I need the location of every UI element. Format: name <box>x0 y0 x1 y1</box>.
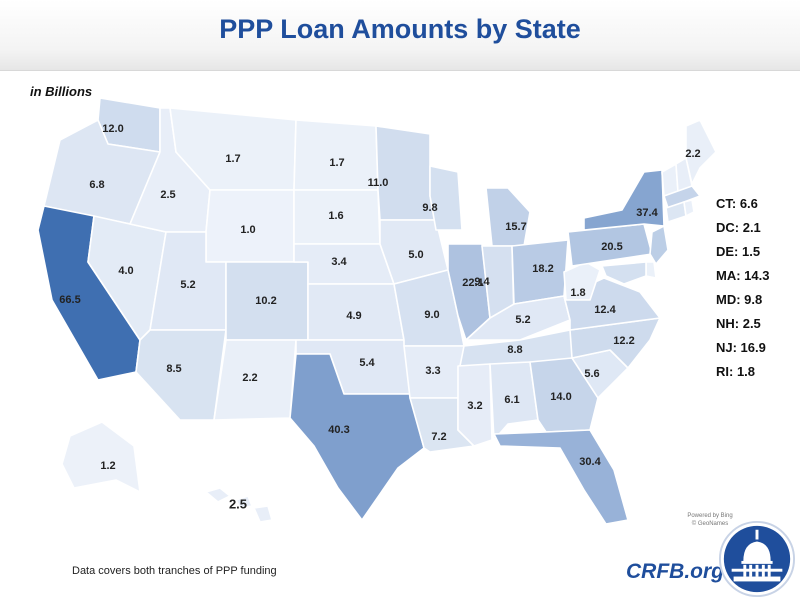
state-value-ne: 3.4 <box>331 256 347 268</box>
state-az <box>135 329 227 421</box>
state-value-sd: 1.6 <box>328 210 343 222</box>
unit-label: in Billions <box>30 84 93 99</box>
state-tx <box>289 353 425 521</box>
small-state-list: CT: 6.6 DC: 2.1 DE: 1.5 MA: 14.3 MD: 9.8 NH: … <box>716 192 769 384</box>
state-value-wi: 9.8 <box>422 202 437 214</box>
state-value-il: 22.1 <box>462 277 483 289</box>
state-value-ut: 5.2 <box>180 279 195 291</box>
state-wi <box>429 165 463 231</box>
state-value-ca: 66.5 <box>59 294 80 306</box>
state-ak <box>61 421 141 493</box>
state-value-oh: 18.2 <box>532 263 553 275</box>
state-md <box>601 261 647 285</box>
state-ma <box>663 185 701 209</box>
state-value-la: 7.2 <box>431 431 446 443</box>
state-nd <box>293 119 379 191</box>
title-bar: PPP Loan Amounts by State <box>0 0 800 71</box>
small-state-entry: DC: 2.1 <box>716 220 761 235</box>
attribution-line: Powered by Bing <box>687 513 733 519</box>
small-state-entry: NH: 2.5 <box>716 316 761 331</box>
state-value-sc: 5.6 <box>584 368 599 380</box>
small-state-entry: RI: 1.8 <box>716 364 756 379</box>
state-value-mi: 15.7 <box>505 221 526 233</box>
state-value-al: 6.1 <box>504 394 519 406</box>
state-value-ga: 14.0 <box>550 391 571 403</box>
state-value-ak: 1.2 <box>100 460 115 472</box>
small-state-entry: MA: 14.3 <box>716 268 770 283</box>
state-value-mt: 1.7 <box>225 153 240 165</box>
small-state-entry: MD: 9.8 <box>716 292 763 307</box>
capitol-dome-logo <box>718 520 796 598</box>
page-title: PPP Loan Amounts by State <box>219 14 581 44</box>
state-value-nv: 4.0 <box>118 265 133 277</box>
state-hi <box>205 487 273 523</box>
state-value-me: 2.2 <box>685 148 700 160</box>
state-value-hi: 2.5 <box>229 496 247 511</box>
state-value-nm: 2.2 <box>242 372 257 384</box>
state-value-tn: 8.8 <box>507 344 522 356</box>
brand-link[interactable]: CRFB.org <box>626 560 724 583</box>
data-footnote: Data covers both tranches of PPP funding <box>72 565 277 577</box>
state-value-ia: 5.0 <box>408 249 423 261</box>
attribution-line: © GeoNames <box>691 521 729 527</box>
state-value-ky: 5.2 <box>515 314 530 326</box>
state-value-id: 2.5 <box>160 189 175 201</box>
state-nj <box>649 225 669 265</box>
state-value-wv: 1.8 <box>570 287 585 299</box>
map-attribution: Powered by Bing © GeoNames <box>680 512 740 528</box>
state-ny <box>583 169 665 231</box>
state-ms <box>457 363 493 447</box>
state-value-ms: 3.2 <box>467 400 482 412</box>
state-value-fl: 30.4 <box>579 456 601 468</box>
state-value-co: 10.2 <box>255 295 276 307</box>
state-value-wa: 12.0 <box>102 123 123 135</box>
state-value-mo: 9.0 <box>424 309 439 321</box>
state-value-or: 6.8 <box>89 179 104 191</box>
state-fl <box>493 429 629 525</box>
state-ri <box>683 199 695 217</box>
state-value-in: 9.4 <box>474 276 490 288</box>
state-value-az: 8.5 <box>166 363 181 375</box>
state-al <box>489 361 539 441</box>
state-de <box>645 261 657 279</box>
state-value-ar: 3.3 <box>425 365 440 377</box>
state-value-nc: 12.2 <box>613 335 634 347</box>
state-value-va: 12.4 <box>594 304 616 316</box>
state-value-tx: 40.3 <box>328 424 349 436</box>
state-value-ny: 37.4 <box>636 207 658 219</box>
state-mi <box>485 187 531 247</box>
state-value-wy: 1.0 <box>240 224 255 236</box>
state-value-mn: 11.0 <box>368 177 389 189</box>
small-state-entry: CT: 6.6 <box>716 196 758 211</box>
state-value-ks: 4.9 <box>346 310 361 322</box>
state-value-pa: 20.5 <box>601 241 622 253</box>
small-state-entry: DE: 1.5 <box>716 244 761 259</box>
state-value-nd: 1.7 <box>329 157 344 169</box>
small-state-entry: NJ: 16.9 <box>716 340 766 355</box>
state-value-ok: 5.4 <box>359 357 375 369</box>
